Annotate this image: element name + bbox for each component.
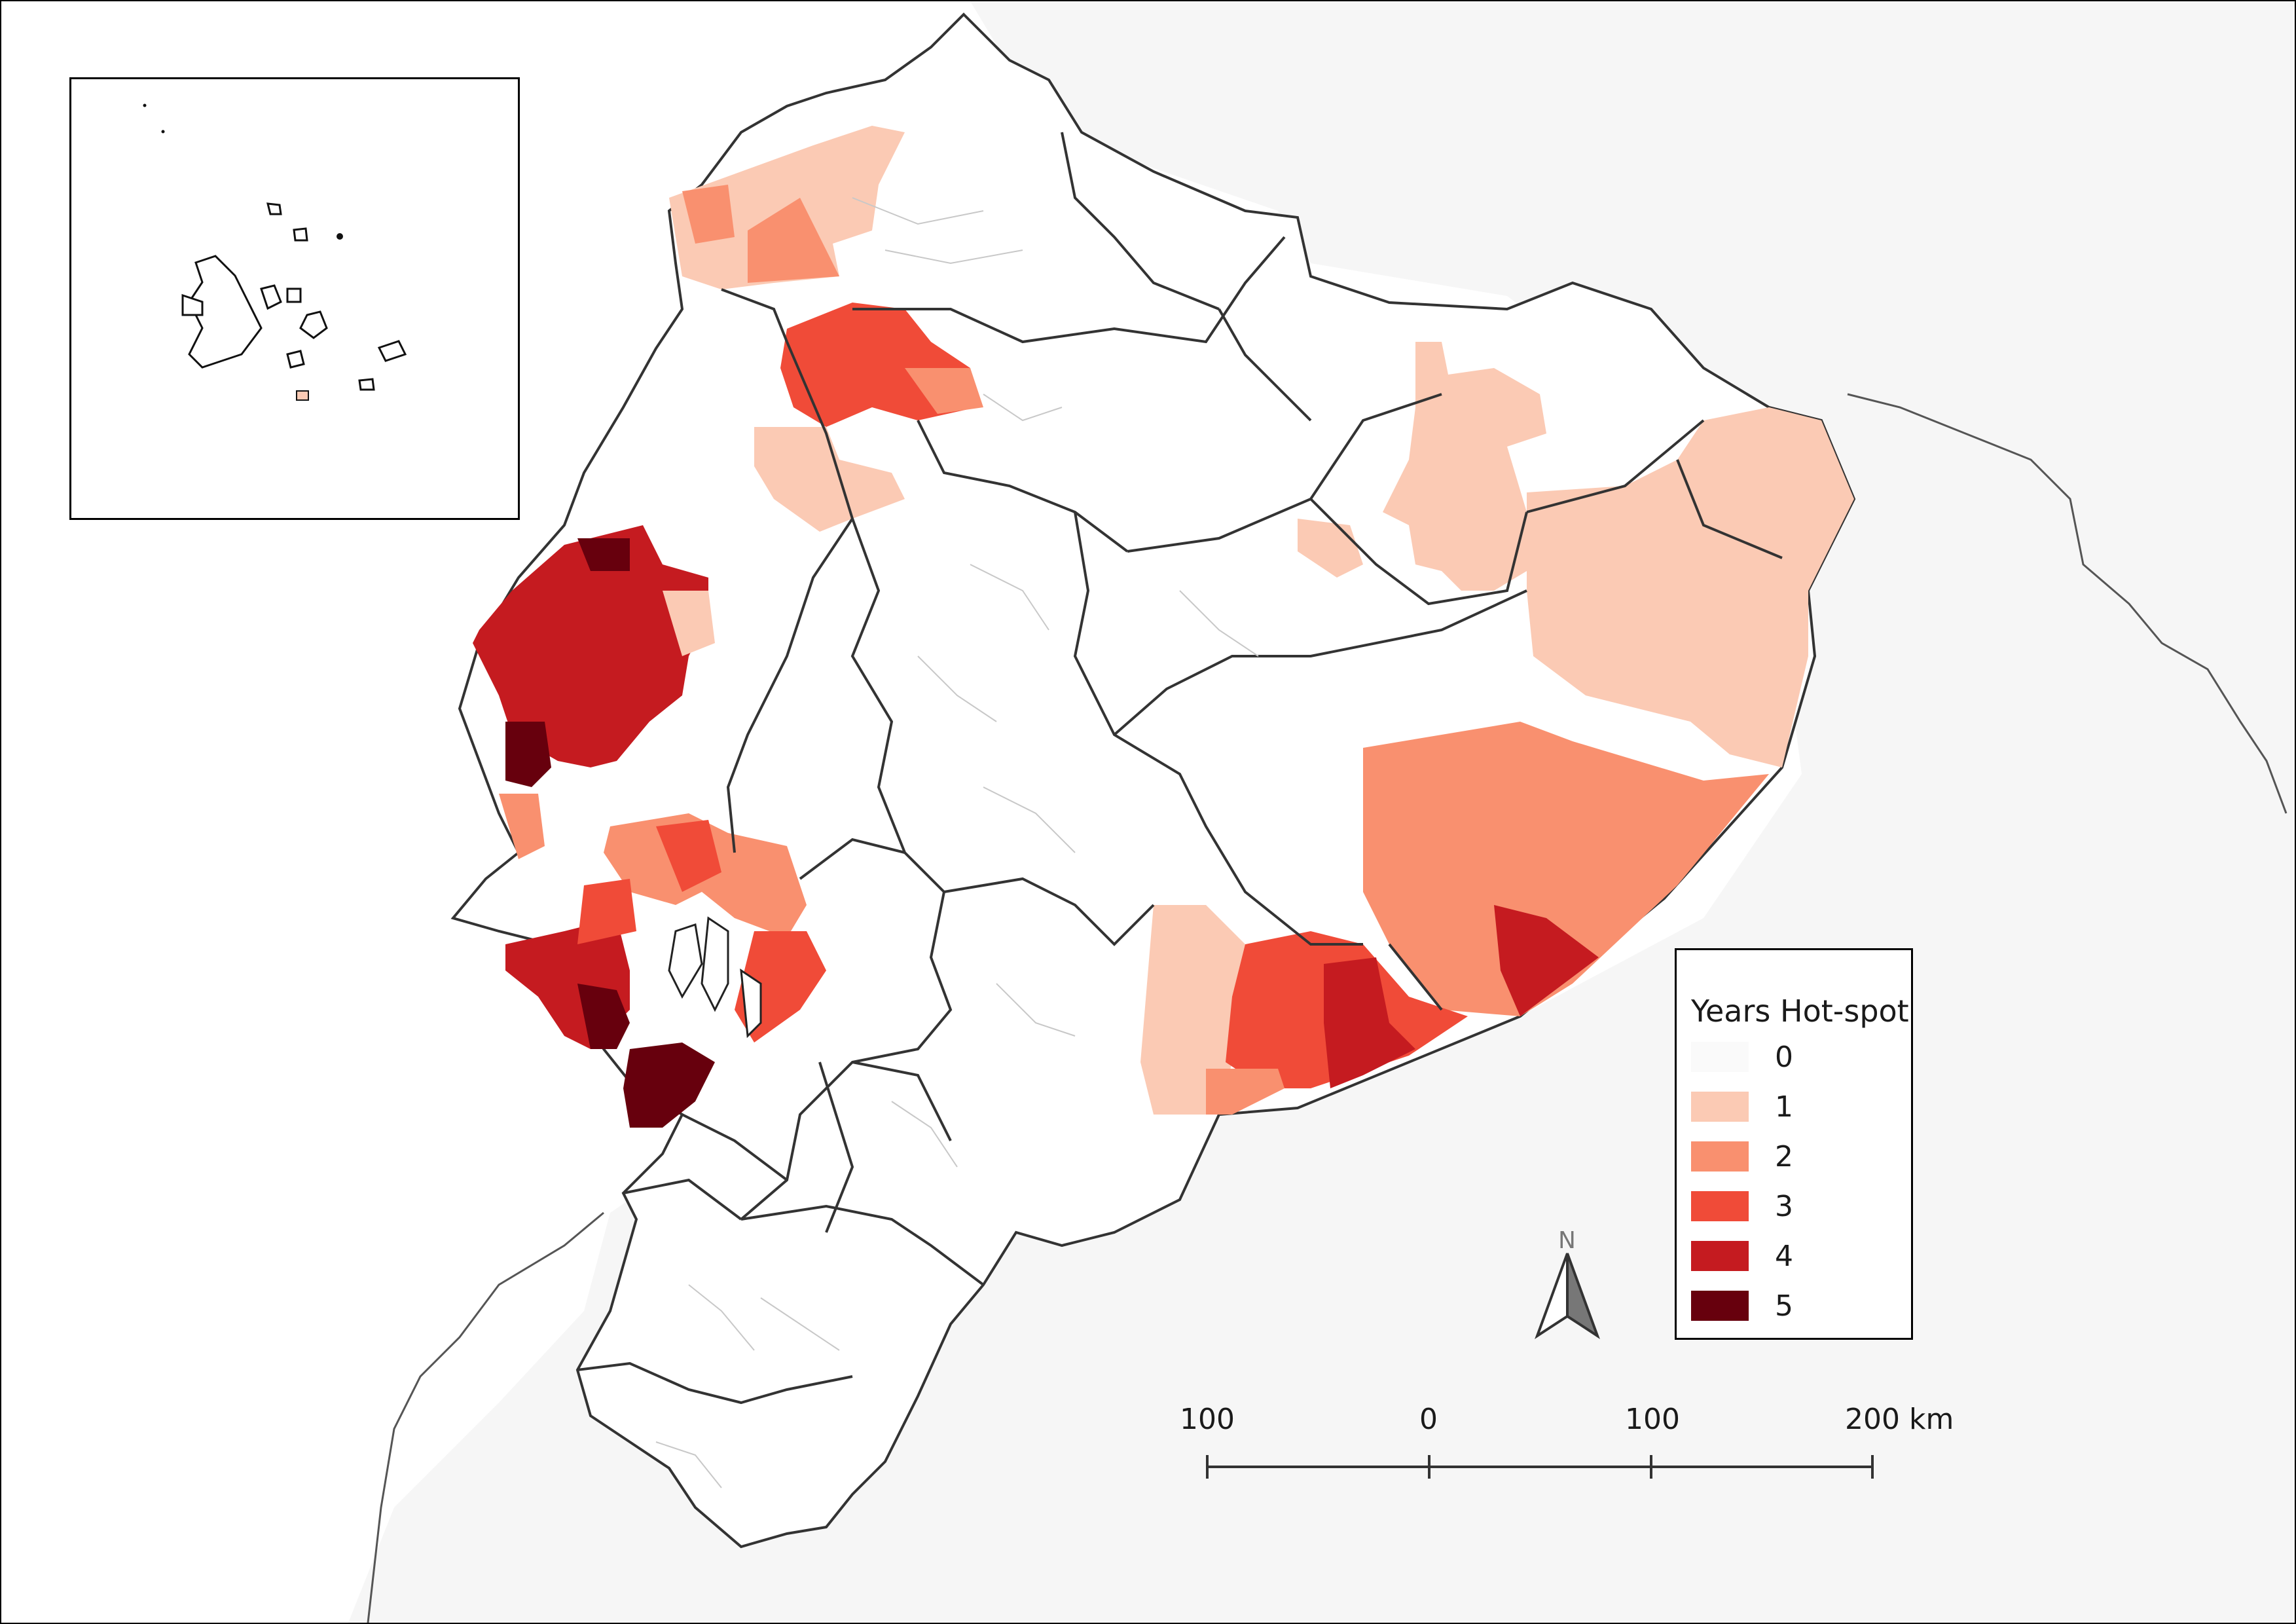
- scale-label-zero: 0: [1419, 1403, 1438, 1436]
- region-guayas-3a: [656, 820, 721, 892]
- legend-swatch-5: [1691, 1291, 1749, 1321]
- region-pastaza-4: [1494, 905, 1599, 1016]
- region-esmeraldas-2: [905, 368, 983, 414]
- region-north-coast-3: [748, 198, 839, 283]
- region-puna-5: [623, 1043, 715, 1128]
- scale-label-mid: 100: [1625, 1403, 1680, 1436]
- galapagos-inset: [69, 77, 520, 520]
- region-manabi-5a: [505, 722, 551, 787]
- legend-title: Years Hot-spot: [1691, 993, 1909, 1029]
- region-guayas-3c: [577, 879, 636, 944]
- legend-item-4: 4: [1691, 1238, 1901, 1276]
- legend-swatch-0: [1691, 1042, 1749, 1072]
- region-sucumbios-1: [1383, 342, 1546, 591]
- legend-label-0: 0: [1775, 1041, 1793, 1074]
- legend-item-5: 5: [1691, 1288, 1901, 1326]
- region-morona-2: [1206, 1069, 1285, 1115]
- legend-item-0: 0: [1691, 1039, 1901, 1077]
- region-manabi-4: [473, 525, 708, 767]
- legend-label-5: 5: [1775, 1289, 1793, 1323]
- legend-item-3: 3: [1691, 1189, 1901, 1227]
- north-arrow-label: N: [1558, 1227, 1576, 1254]
- galapagos-islands-icon: [143, 103, 407, 401]
- legend-swatch-4: [1691, 1241, 1749, 1271]
- region-north-coast-2: [682, 185, 735, 244]
- region-manabi-1: [663, 591, 715, 656]
- legend: Years Hot-spot 0 1 2 3 4 5: [1675, 948, 1913, 1340]
- region-guayas-5: [577, 984, 630, 1049]
- parish-borders: [655, 197, 1259, 1488]
- province-borders: [577, 132, 1783, 1405]
- region-pastaza-2: [1363, 722, 1769, 1016]
- region-manabi-2: [499, 794, 545, 859]
- region-morona-4: [1324, 957, 1415, 1088]
- legend-swatch-1: [1691, 1092, 1749, 1122]
- legend-label-2: 2: [1775, 1140, 1793, 1173]
- legend-swatch-2: [1691, 1141, 1749, 1172]
- scale-bar: [1206, 1455, 1874, 1479]
- southern-border: [367, 1211, 604, 1623]
- legend-label-1: 1: [1775, 1090, 1793, 1124]
- scale-label-right: 200 km: [1845, 1403, 1954, 1436]
- region-morona-1: [1140, 905, 1252, 1115]
- region-orellana-1: [1527, 407, 1854, 767]
- region-manabi-5b: [577, 538, 630, 571]
- north-arrow-icon: [1535, 1253, 1600, 1339]
- legend-label-3: 3: [1775, 1190, 1793, 1223]
- international-border: [1847, 393, 2287, 814]
- legend-swatch-3: [1691, 1191, 1749, 1221]
- region-esmeraldas-1: [754, 427, 905, 532]
- legend-item-1: 1: [1691, 1089, 1901, 1127]
- scale-label-left: 100: [1180, 1403, 1235, 1436]
- gulf-islands: [668, 916, 762, 1039]
- legend-label-4: 4: [1775, 1240, 1793, 1273]
- legend-item-2: 2: [1691, 1139, 1901, 1177]
